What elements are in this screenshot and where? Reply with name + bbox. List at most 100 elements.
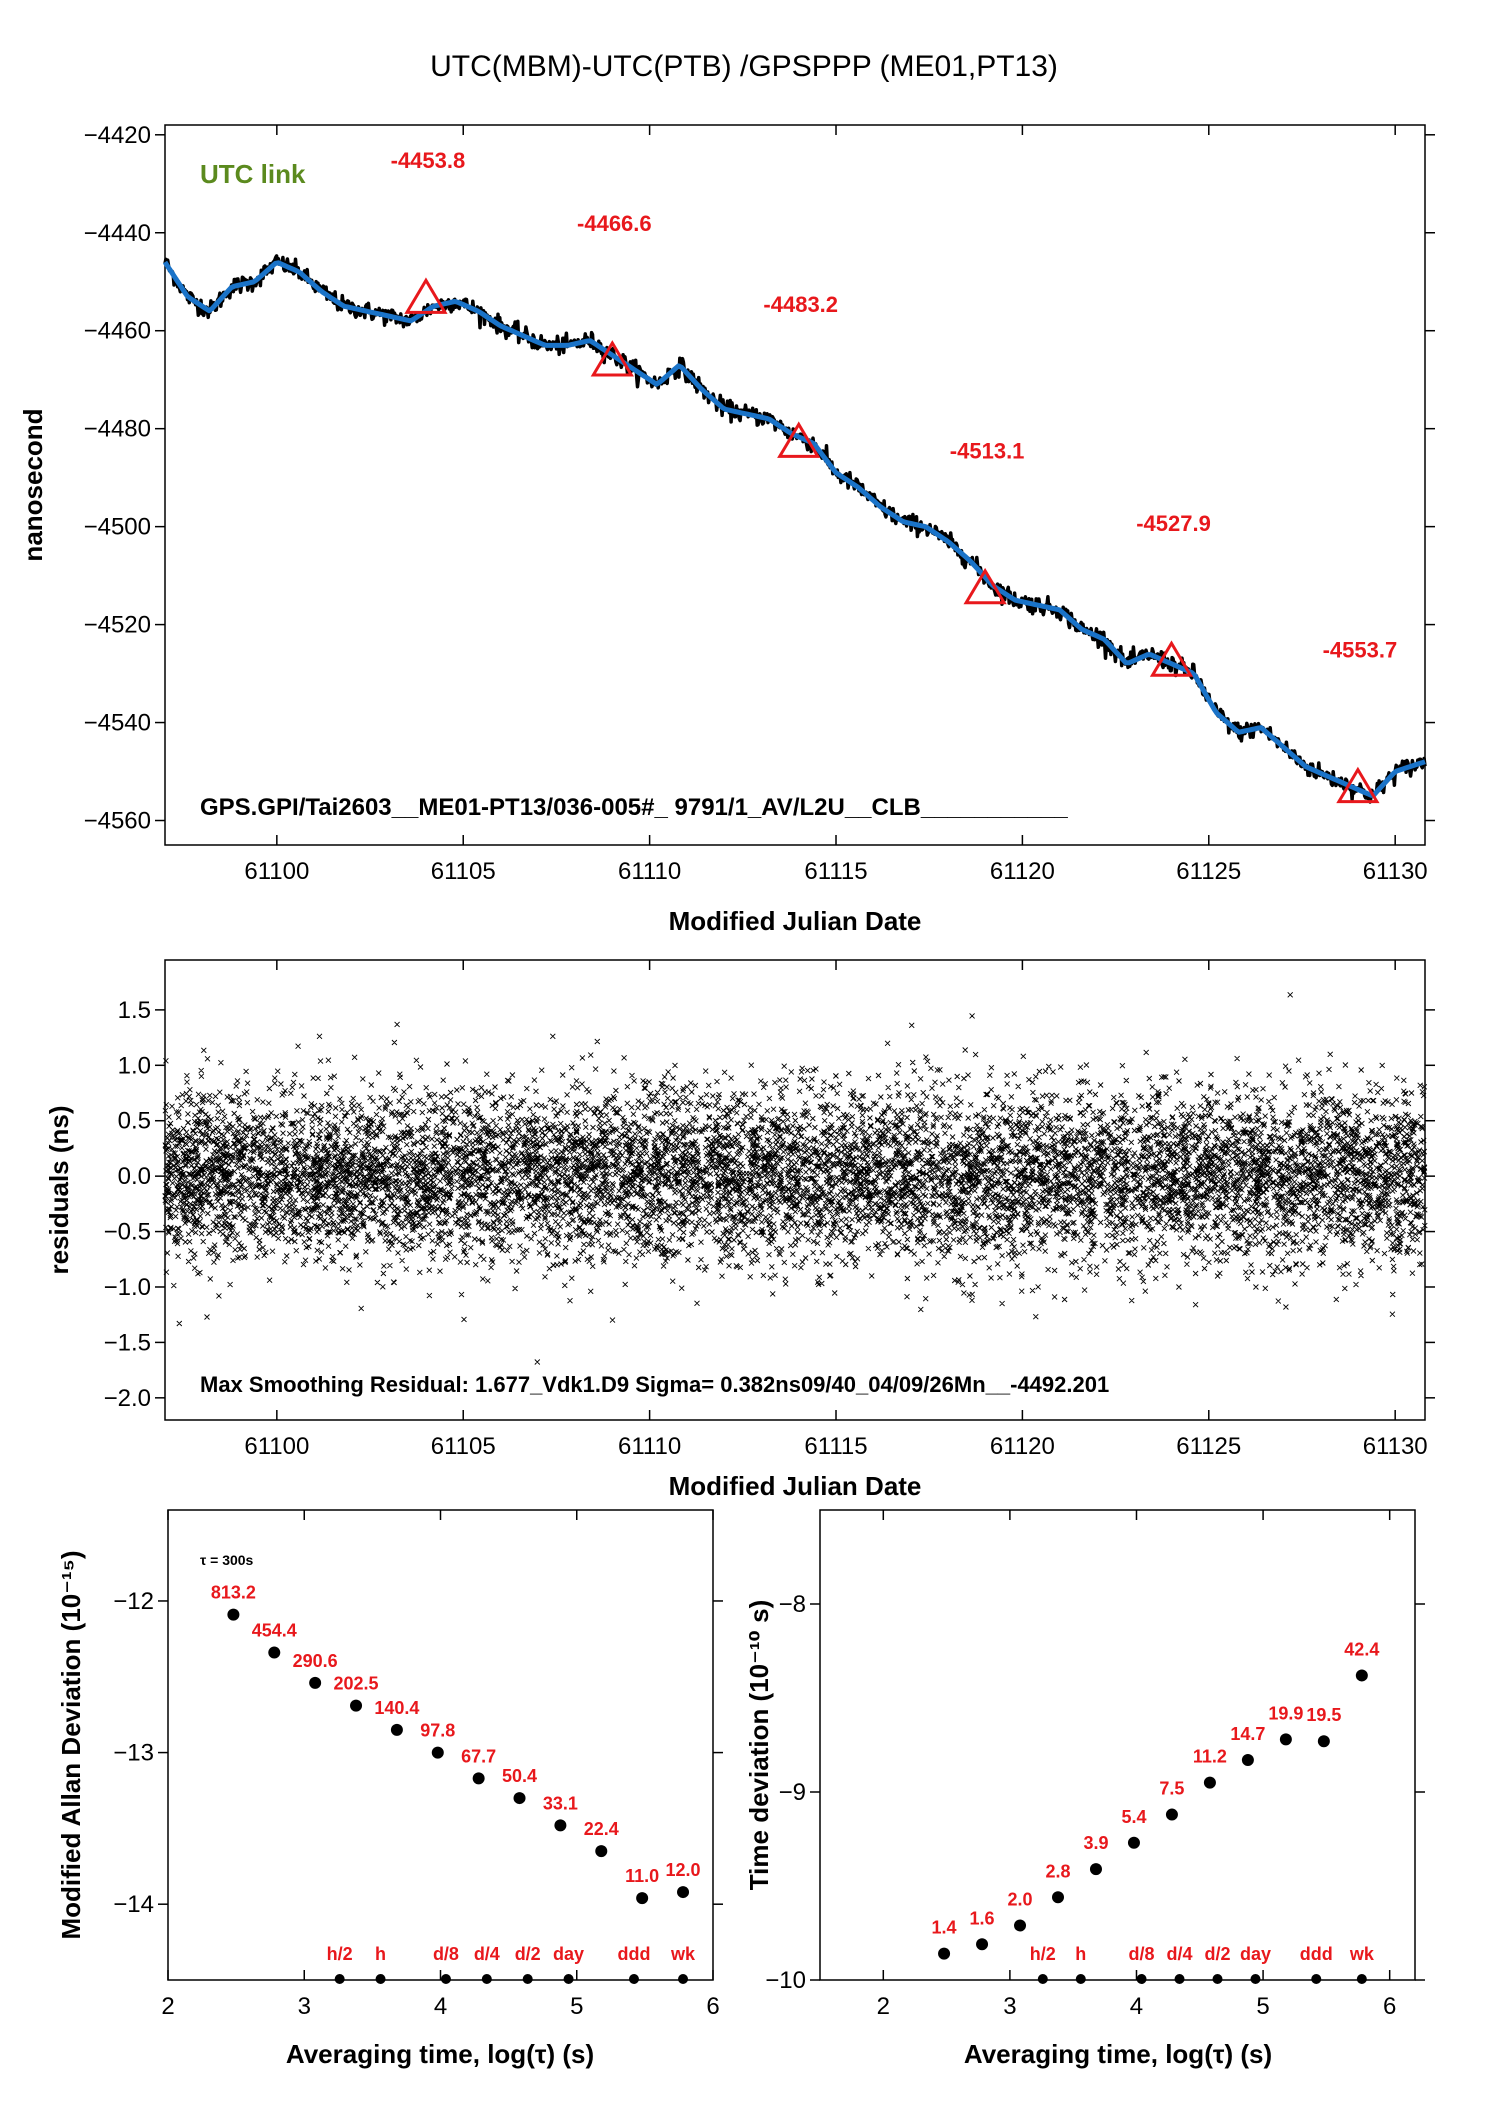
mdev-point — [268, 1646, 281, 1659]
tdev-interval-dot — [1311, 1974, 1322, 1984]
residual-cross-marks — [162, 991, 1428, 1365]
time-series-x-ticks: 61100 61105 61110 61115 61120 61125 61130 −4420… — [84, 122, 1435, 885]
residuals-y-tick-label: 0.5 — [118, 1108, 151, 1135]
time-series-x-tick-label: 61110 — [618, 858, 681, 885]
marker-triangle — [1149, 640, 1194, 677]
time-series-note: GPS.GPI/Tai2603__ME01-PT13/036-005#_ 979… — [200, 794, 1068, 821]
residuals-y-tick-label: 0.0 — [118, 1163, 151, 1190]
time-series-frame — [164, 124, 1426, 846]
tdev-point-label: 14.7 — [1230, 1724, 1265, 1744]
mdev-interval-label: ddd — [617, 1944, 650, 1964]
mdev-interval-label: d/2 — [515, 1944, 541, 1964]
residuals-x-label: Modified Julian Date — [669, 1471, 922, 1501]
mdev-point-label: 50.4 — [502, 1766, 537, 1786]
residuals-x-tick-label: 61100 — [244, 1433, 309, 1460]
time-series-y-tick-label: −4440 — [84, 220, 151, 247]
mdev-point — [554, 1819, 567, 1832]
mdev-interval-dot — [481, 1974, 492, 1984]
mdev-x-tick-label: 6 — [706, 1993, 719, 2020]
mdev-point-label: 813.2 — [211, 1583, 256, 1603]
residuals-x-tick-label: 61120 — [990, 1433, 1055, 1460]
tdev-x-label: Averaging time, log(τ) (s) — [964, 2039, 1272, 2069]
tdev-point — [1203, 1776, 1216, 1789]
mdev-point-label: 97.8 — [420, 1721, 455, 1741]
mdev-point — [472, 1772, 485, 1785]
smoothed-trace — [162, 260, 1426, 798]
time-series-y-tick-label: −4460 — [84, 318, 151, 345]
mdev-x-tick-label: 4 — [434, 1993, 447, 2020]
tdev-points: 1.4 1.6 2.0 2.8 3.9 5.4 7.5 11.214.719.9 19.5 42.… — [932, 1639, 1379, 1984]
tdev-interval-label: h — [1075, 1944, 1086, 1964]
marker-label: -4553.7 — [1323, 637, 1398, 662]
tdev-interval-dot — [1212, 1974, 1223, 1984]
mdev-x-label: Averaging time, log(τ) (s) — [286, 2039, 594, 2069]
tdev-y-tick-label: −10 — [765, 1967, 806, 1994]
mdev-interval-label: d/8 — [433, 1944, 459, 1964]
mdev-point — [309, 1676, 322, 1689]
tdev-interval-label: h/2 — [1030, 1944, 1056, 1964]
time-series-x-tick-label: 61100 — [244, 858, 309, 885]
marker-triangle — [777, 421, 821, 458]
mdev-interval-label: h/2 — [327, 1944, 353, 1964]
mdev-point-label: 12.0 — [666, 1860, 701, 1880]
tdev-point — [1355, 1669, 1368, 1682]
tau-note: τ = 300s — [200, 1552, 254, 1568]
time-series-y-tick-label: −4520 — [84, 612, 151, 639]
tdev-point-label: 3.9 — [1083, 1833, 1108, 1853]
residuals-x-ticks: 61100 61105 61110 61115 61120 61125 61130 1.5 1.… — [104, 960, 1435, 1460]
mdev-point-label: 454.4 — [252, 1621, 297, 1641]
modified-allan-deviation-panel: 813.2 454.4 290.6 202.5 140.497.8 67.7 50.4 33.… — [56, 1509, 723, 2069]
tdev-x-tick-label: 4 — [1130, 1993, 1143, 2020]
mdev-y-tick-label: −13 — [113, 1740, 154, 1767]
tdev-interval-dot — [1037, 1974, 1048, 1984]
marker-triangle — [404, 277, 448, 314]
mdev-point — [513, 1792, 526, 1805]
tdev-interval-dot — [1075, 1974, 1086, 1984]
tdev-point — [1052, 1891, 1064, 1904]
tdev-point — [1241, 1754, 1254, 1767]
time-series-markers: -4453.8 -4466.6 -4483.2 -4513.1 -4527.9 -4553… — [391, 148, 1398, 804]
residuals-frame — [164, 959, 1426, 1421]
tdev-point-label: 19.5 — [1306, 1705, 1341, 1725]
marker-triangle — [1336, 766, 1380, 804]
time-series-y-tick-label: −4540 — [84, 710, 151, 737]
residuals-panel: 61100 61105 61110 61115 61120 61125 61130 1.5 1.… — [44, 959, 1435, 1501]
tdev-interval-dot — [1356, 1974, 1367, 1984]
mdev-interval-dot — [678, 1974, 689, 1984]
tdev-y-tick-label: −9 — [779, 1779, 806, 1806]
mdev-point — [595, 1845, 608, 1858]
tdev-y-tick-label: −8 — [779, 1591, 806, 1618]
residuals-y-tick-label: −0.5 — [104, 1219, 151, 1246]
mdev-x-tick-label: 5 — [570, 1993, 583, 2020]
tdev-x-tick-label: 2 — [877, 1993, 890, 2020]
mdev-y-tick-label: −14 — [113, 1891, 154, 1918]
marker-label: -4483.2 — [763, 292, 838, 317]
time-series-x-label: Modified Julian Date — [669, 906, 922, 936]
tdev-point-label: 5.4 — [1121, 1807, 1146, 1827]
tdev-point — [1317, 1735, 1330, 1748]
tdev-point-label: 11.2 — [1193, 1747, 1227, 1767]
mdev-point — [350, 1699, 363, 1712]
tdev-interval-label: day — [1240, 1944, 1271, 1964]
mdev-y-label: Modified Allan Deviation (10⁻¹⁵) — [56, 1551, 86, 1940]
tdev-x-tick-label: 3 — [1003, 1993, 1016, 2020]
tdev-interval-dot — [1174, 1974, 1185, 1984]
tdev-y-label: Time deviation (10⁻¹⁰ s) — [744, 1600, 774, 1890]
figure-title: UTC(MBM)-UTC(PTB) /GPSPPP (ME01,PT13) — [430, 50, 1058, 83]
tdev-point-label: 19.9 — [1268, 1703, 1303, 1723]
tdev-point — [1127, 1836, 1140, 1849]
residuals-y-tick-label: −1.5 — [104, 1329, 151, 1356]
time-series-y-tick-label: −4480 — [84, 416, 151, 443]
mdev-point — [636, 1892, 649, 1905]
tdev-point — [938, 1947, 951, 1960]
marker-triangle — [963, 567, 1007, 605]
residuals-y-tick-label: 1.0 — [118, 1052, 151, 1079]
time-series-y-label: nanosecond — [18, 408, 48, 561]
mdev-interval-dot — [375, 1974, 386, 1984]
tdev-interval-label: ddd — [1300, 1944, 1333, 1964]
mdev-interval-dot — [334, 1974, 345, 1984]
marker-label: -4513.1 — [950, 439, 1025, 464]
mdev-point-label: 67.7 — [461, 1746, 496, 1766]
mdev-point-label: 22.4 — [584, 1819, 619, 1839]
